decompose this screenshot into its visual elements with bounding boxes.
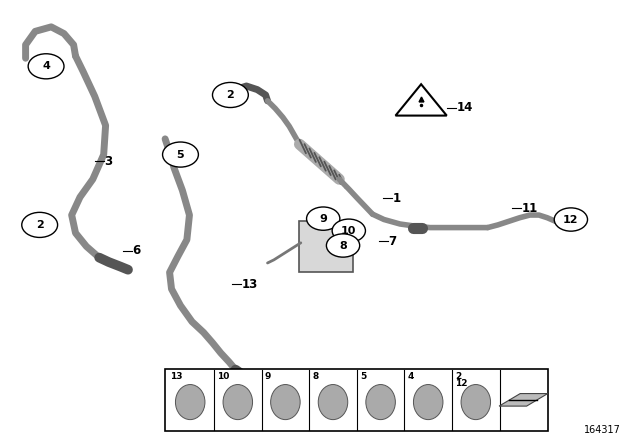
Text: 13: 13 <box>241 278 257 291</box>
Text: 9: 9 <box>265 372 271 381</box>
Ellipse shape <box>271 384 300 420</box>
Text: 5: 5 <box>360 372 366 381</box>
Circle shape <box>28 54 64 79</box>
Text: 12: 12 <box>563 215 579 224</box>
Text: 8: 8 <box>312 372 319 381</box>
FancyBboxPatch shape <box>299 221 353 272</box>
Text: 1: 1 <box>392 191 401 205</box>
Ellipse shape <box>318 384 348 420</box>
Text: 9: 9 <box>319 214 327 224</box>
Circle shape <box>326 234 360 257</box>
Text: 4: 4 <box>408 372 414 381</box>
Text: 10: 10 <box>217 372 230 381</box>
Circle shape <box>212 82 248 108</box>
Text: 2: 2 <box>227 90 234 100</box>
Circle shape <box>163 142 198 167</box>
Ellipse shape <box>366 384 396 420</box>
Text: 8: 8 <box>339 241 347 250</box>
Text: 3: 3 <box>104 155 113 168</box>
Circle shape <box>307 207 340 230</box>
Text: 164317: 164317 <box>584 426 621 435</box>
Text: 11: 11 <box>522 202 538 215</box>
Text: 6: 6 <box>132 244 141 258</box>
Circle shape <box>22 212 58 237</box>
Text: 2: 2 <box>36 220 44 230</box>
Text: 4: 4 <box>42 61 50 71</box>
Text: 12: 12 <box>455 379 468 388</box>
Text: 2: 2 <box>455 372 461 381</box>
Text: 5: 5 <box>177 150 184 159</box>
Circle shape <box>332 219 365 242</box>
Circle shape <box>554 208 588 231</box>
Text: 7: 7 <box>388 234 397 248</box>
Text: 14: 14 <box>456 101 473 114</box>
Text: 13: 13 <box>170 372 182 381</box>
Text: 10: 10 <box>341 226 356 236</box>
Ellipse shape <box>223 384 253 420</box>
FancyBboxPatch shape <box>165 369 548 431</box>
Ellipse shape <box>413 384 443 420</box>
Ellipse shape <box>175 384 205 420</box>
Ellipse shape <box>461 384 490 420</box>
Polygon shape <box>499 394 548 406</box>
